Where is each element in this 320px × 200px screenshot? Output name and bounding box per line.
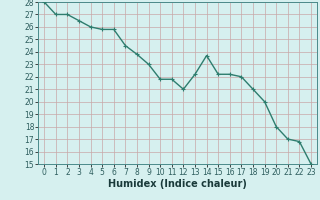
- X-axis label: Humidex (Indice chaleur): Humidex (Indice chaleur): [108, 179, 247, 189]
